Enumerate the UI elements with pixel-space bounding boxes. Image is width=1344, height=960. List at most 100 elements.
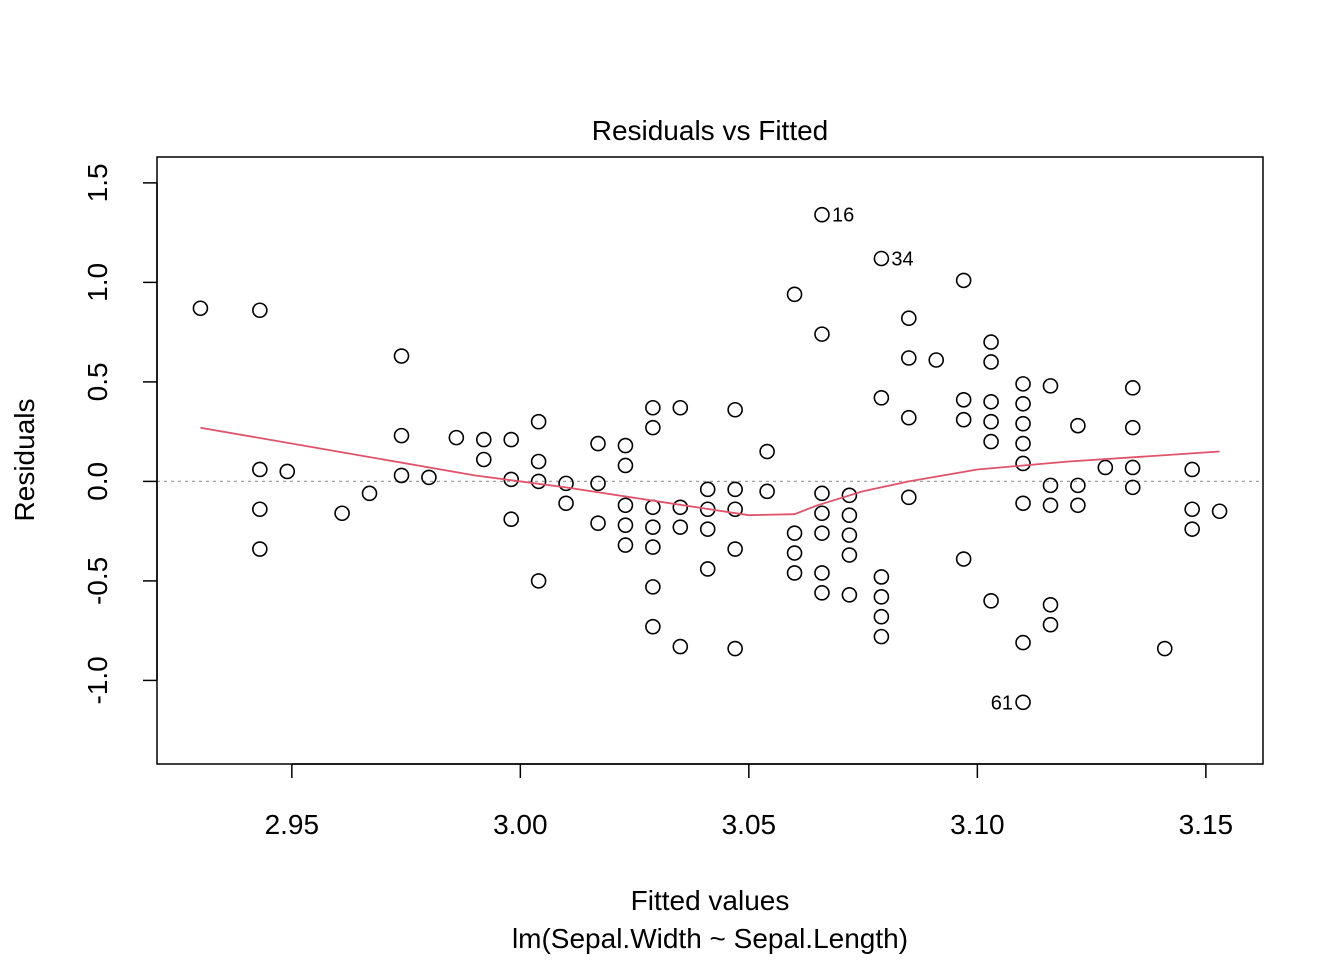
residual-point <box>955 551 972 567</box>
residual-point <box>334 505 350 522</box>
y-tick-label: 1.5 <box>82 163 113 202</box>
residual-point <box>475 451 492 468</box>
residual-point <box>672 499 689 516</box>
residual-point <box>727 401 743 418</box>
residual-points <box>192 206 1228 711</box>
residual-point <box>786 286 803 303</box>
residual-point <box>814 206 830 223</box>
y-axis-label: Residuals <box>9 399 40 522</box>
residual-point <box>786 565 803 581</box>
y-tick-label: 1.0 <box>82 263 113 302</box>
point-labels: 16 34 61 <box>832 205 1013 715</box>
residual-point <box>617 437 634 454</box>
residual-point <box>727 481 743 498</box>
x-tick-label: 3.15 <box>1179 809 1234 840</box>
residual-point <box>873 569 890 585</box>
loess-smoother-line <box>200 426 1220 517</box>
residual-point <box>1015 694 1031 711</box>
residual-point <box>252 461 268 478</box>
residual-point <box>393 348 410 364</box>
residual-point <box>983 593 999 609</box>
x-axis: 2.95 3.00 3.05 3.10 3.15 <box>265 763 1234 840</box>
point-label: 34 <box>891 248 913 270</box>
residual-point <box>503 431 519 448</box>
residual-point <box>901 409 917 426</box>
residual-point <box>759 483 775 500</box>
x-tick-label: 3.05 <box>722 809 777 840</box>
residual-point <box>955 272 972 289</box>
residual-point <box>699 561 716 577</box>
residual-point <box>1070 497 1086 514</box>
residual-point <box>1124 419 1141 436</box>
residual-point <box>983 334 999 350</box>
residual-point <box>841 547 858 563</box>
residual-point <box>955 411 972 428</box>
residual-point <box>814 585 830 601</box>
residual-point <box>841 587 858 603</box>
residual-point <box>617 497 634 514</box>
residual-point <box>955 391 972 408</box>
residual-point <box>901 489 917 506</box>
residual-point <box>645 519 661 535</box>
residual-point <box>983 433 999 450</box>
residual-point <box>1015 415 1031 432</box>
residual-point <box>530 453 547 470</box>
model-subtitle: lm(Sepal.Width ~ Sepal.Length) <box>512 923 908 954</box>
residual-point <box>1070 417 1086 434</box>
residual-point <box>1156 640 1173 657</box>
residual-point <box>814 485 830 502</box>
residual-point <box>699 481 716 498</box>
x-tick-label: 3.10 <box>950 809 1005 840</box>
residual-point <box>901 310 917 327</box>
residual-point <box>727 541 743 557</box>
residual-point <box>1124 380 1141 396</box>
residual-point <box>475 431 492 448</box>
residual-point <box>558 495 574 512</box>
residual-point <box>1097 459 1114 476</box>
point-label: 61 <box>991 692 1013 714</box>
residual-point <box>873 628 890 645</box>
residual-point <box>645 618 661 635</box>
residual-point <box>1042 378 1059 394</box>
residual-point <box>841 487 858 504</box>
residual-point <box>873 589 890 605</box>
residual-point <box>1184 501 1200 518</box>
residual-point <box>1015 634 1031 651</box>
x-axis-label: Fitted values <box>631 885 790 916</box>
residual-point <box>759 443 775 460</box>
residual-point <box>814 326 830 342</box>
residual-point <box>645 399 661 416</box>
residual-point <box>873 250 890 267</box>
residual-point <box>928 352 945 368</box>
residual-point <box>421 469 437 486</box>
residual-point <box>1042 477 1059 494</box>
residual-point <box>530 413 547 430</box>
residual-point <box>1015 395 1031 412</box>
residual-point <box>672 638 689 655</box>
residual-point <box>393 467 410 484</box>
residual-point <box>590 435 606 452</box>
residual-point <box>252 501 268 518</box>
residual-point <box>983 413 999 430</box>
residual-point <box>901 350 917 366</box>
y-tick-label: -0.5 <box>82 557 113 605</box>
residual-point <box>530 573 547 589</box>
residual-point <box>590 515 606 531</box>
residual-point <box>530 473 547 490</box>
residual-point <box>841 527 858 543</box>
residual-point <box>448 429 465 446</box>
residual-point <box>1042 596 1059 613</box>
y-tick-label: 0.0 <box>82 462 113 501</box>
residual-point <box>814 565 830 581</box>
residual-point <box>1184 521 1200 537</box>
residual-point <box>590 475 606 492</box>
residual-point <box>1042 497 1059 514</box>
residual-point <box>983 354 999 370</box>
residual-point <box>252 302 268 319</box>
residual-point <box>503 511 519 528</box>
residual-point <box>1124 479 1141 496</box>
residual-point <box>645 579 661 595</box>
residual-point <box>727 501 743 518</box>
residual-point <box>1015 455 1031 472</box>
